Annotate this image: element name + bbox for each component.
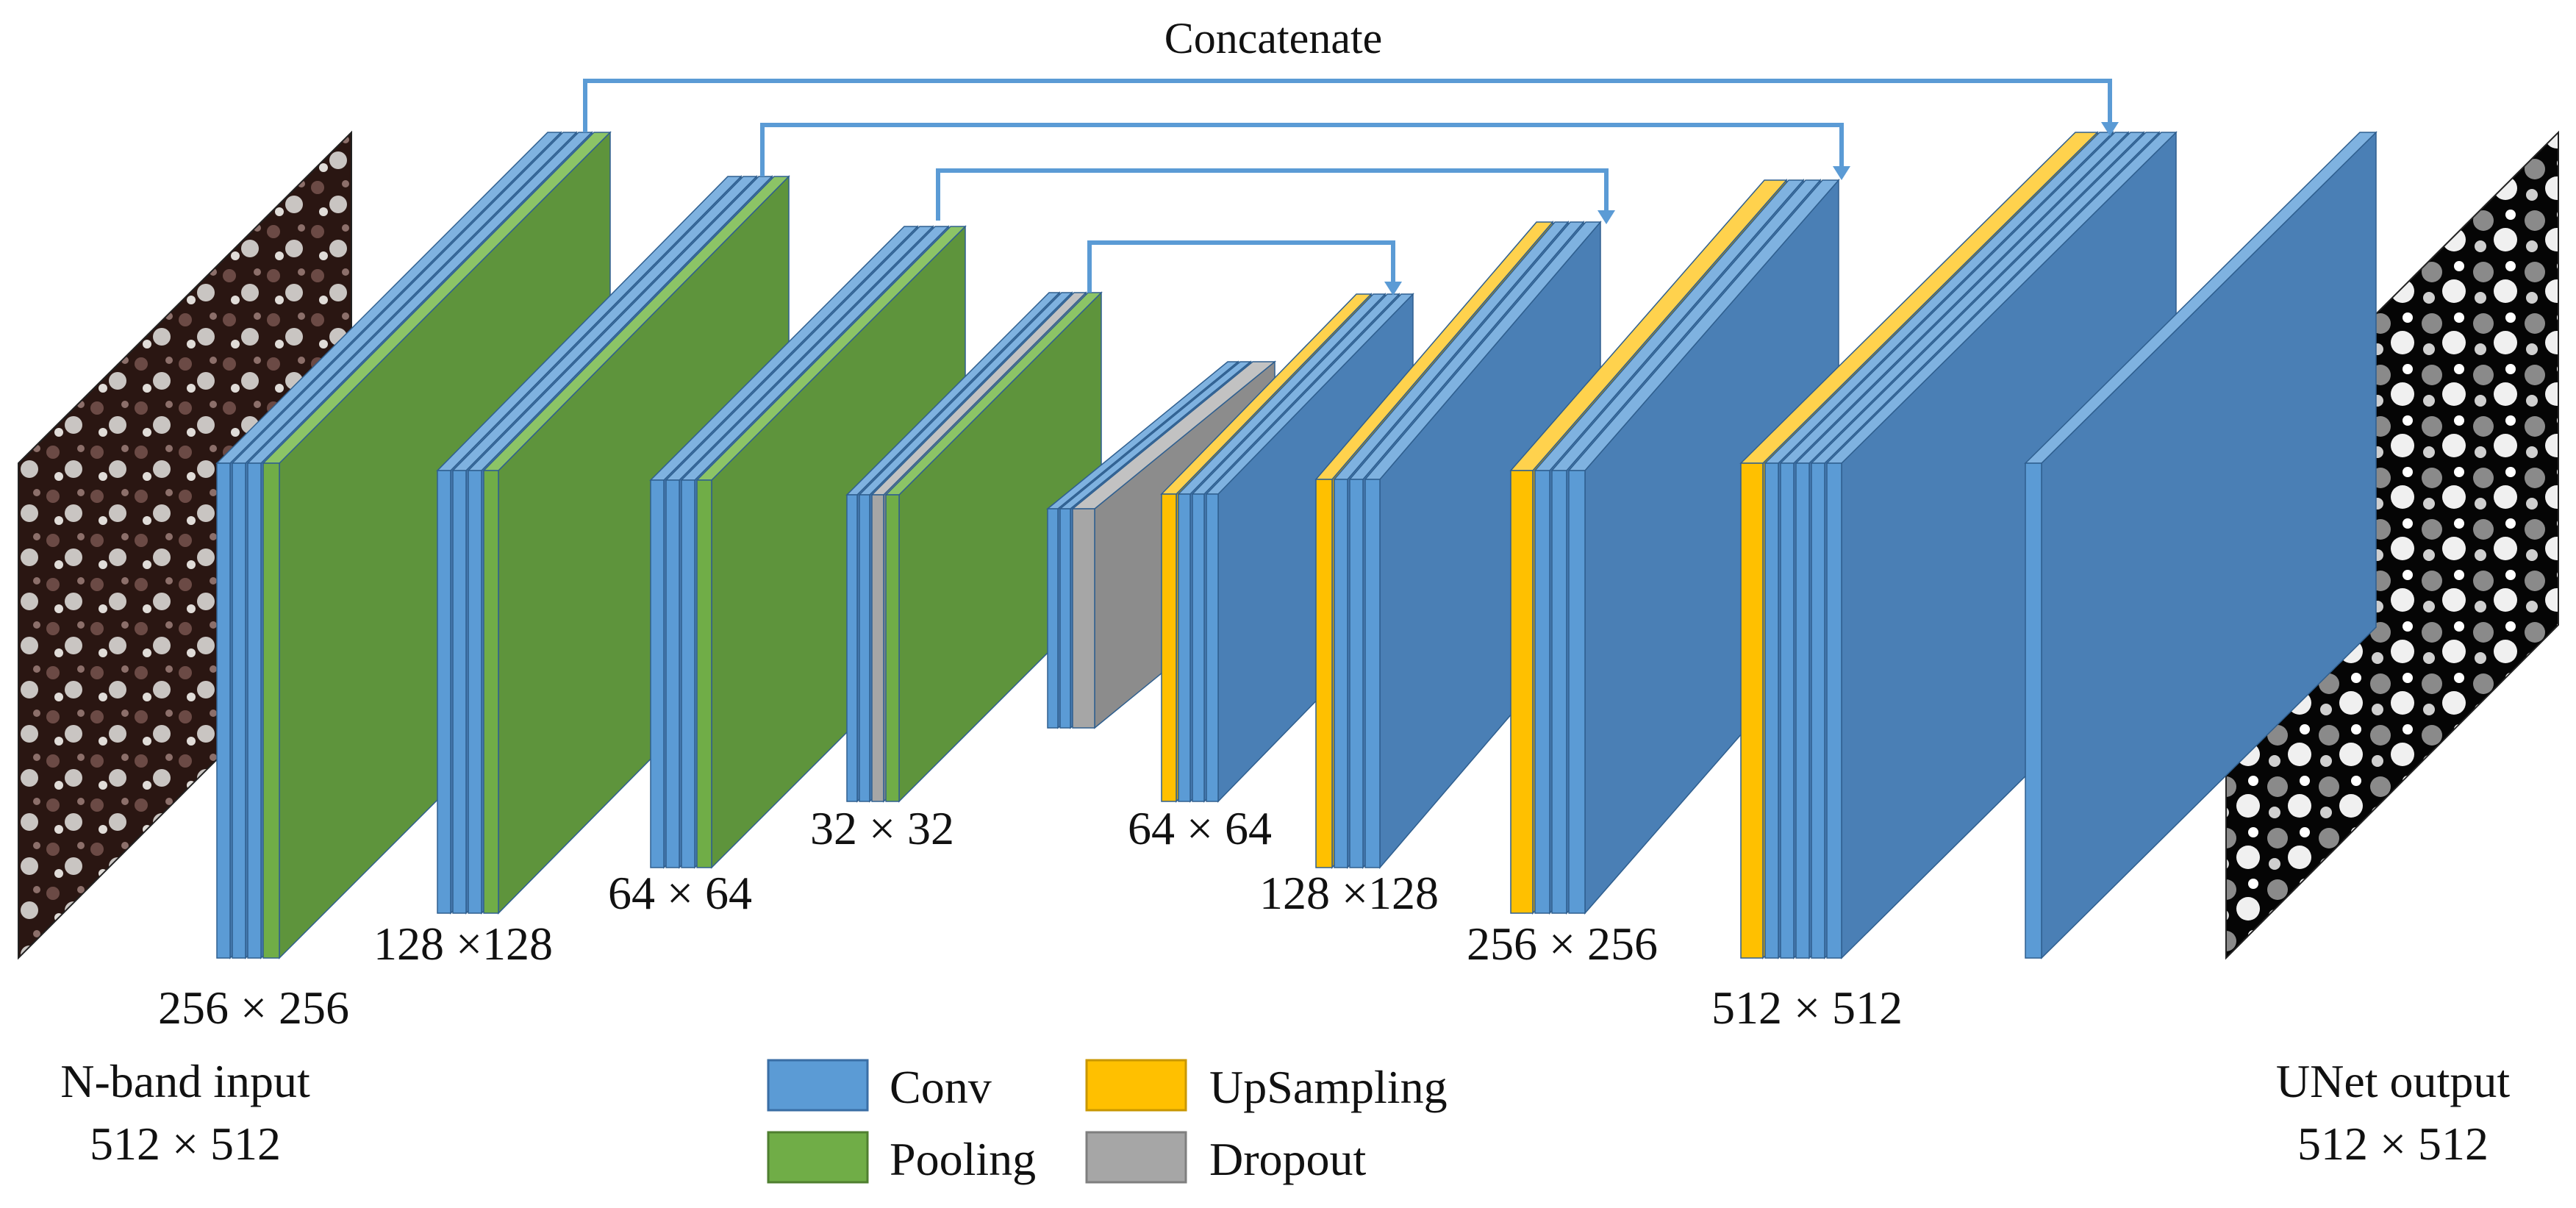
- legend-swatch-upsampling: [1085, 1059, 1187, 1112]
- dim-label-dec-3: 256 × 256: [1467, 918, 1658, 970]
- skip-arrow-2: [760, 123, 1844, 176]
- output-image: [2225, 130, 2559, 960]
- legend-label-pooling: Pooling: [890, 1133, 1036, 1185]
- skip-arrowhead-1: [2101, 122, 2119, 136]
- layer-pool-s3-4: [695, 225, 967, 869]
- layer-conv-s8-4: [1567, 179, 1840, 915]
- skip-arrowhead-4: [1384, 282, 1402, 296]
- output-size: 512 × 512: [2297, 1118, 2489, 1170]
- output-label: UNet output: [2276, 1055, 2510, 1107]
- layer-conv-s9-6: [1825, 131, 2178, 959]
- skip-arrow-1: [583, 79, 2112, 132]
- layer-stack: [215, 131, 2378, 959]
- skip-connections: [583, 79, 2112, 293]
- layer-pool-s2-4: [482, 175, 790, 915]
- legend: Conv UpSampling Pooling Dropout: [767, 1059, 1448, 1185]
- dim-label-enc-1: 256 × 256: [158, 982, 349, 1034]
- dim-label-dec-4: 512 × 512: [1711, 982, 1903, 1034]
- skip-arrow-3: [936, 168, 1609, 221]
- legend-label-dropout: Dropout: [1209, 1133, 1367, 1185]
- layer-conv-s10-1: [2024, 131, 2378, 959]
- legend-swatch-dropout: [1085, 1131, 1187, 1184]
- legend-swatch-conv: [767, 1059, 869, 1112]
- concatenate-title: Concatenate: [1164, 14, 1383, 62]
- legend-label-conv: Conv: [890, 1061, 992, 1113]
- input-size: 512 × 512: [90, 1118, 281, 1170]
- legend-swatch-pooling: [767, 1131, 869, 1184]
- skip-arrowhead-2: [1833, 166, 1850, 180]
- legend-label-upsampling: UpSampling: [1209, 1061, 1448, 1113]
- layer-pool-s4-4: [884, 291, 1103, 803]
- input-label: N-band input: [60, 1055, 310, 1107]
- dim-label-enc-3: 64 × 64: [608, 867, 752, 919]
- dim-label-enc-4: 32 × 32: [810, 802, 954, 854]
- layer-conv-s7-4: [1364, 220, 1602, 870]
- skip-arrow-4: [1087, 240, 1395, 293]
- dim-label-dec-1: 64 × 64: [1128, 802, 1272, 854]
- dim-label-enc-2: 128 ×128: [373, 918, 553, 970]
- dim-label-dec-2: 128 ×128: [1259, 867, 1439, 919]
- skip-arrowhead-3: [1598, 210, 1615, 224]
